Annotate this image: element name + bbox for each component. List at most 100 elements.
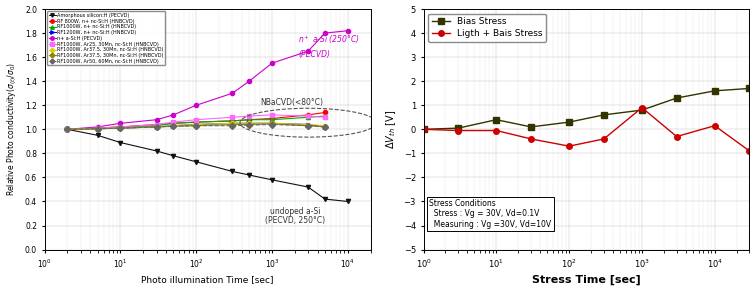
RF1000W, Ar50, 60Mn, nc-Si:H (HNBCVD) [320, 125, 329, 129]
RF 800W, n+ nc-Si:H (HNBCVD) [93, 126, 102, 130]
RF1200W, n+ nc-Si:H (HNBCVD) [320, 125, 329, 129]
RF1000W, Ar50, 60Mn, nc-Si:H (HNBCVD) [228, 124, 237, 127]
RF1000W, Ar25, 30Mn, nc-Si:H (HNBCVD) [192, 118, 201, 121]
Amorphous silicon:H (PECVD) [344, 200, 353, 203]
Text: Stress Conditions
  Stress : Vg = 30V, Vd=0.1V
  Measuring : Vg =30V, Vd=10V: Stress Conditions Stress : Vg = 30V, Vd=… [430, 199, 551, 229]
n+ a-Si:H (PECVD) [169, 113, 178, 117]
RF 800W, n+ nc-Si:H (HNBCVD) [152, 123, 161, 126]
Amorphous silicon:H (PECVD) [116, 141, 125, 144]
RF1000W, Ar37.5, 30Mn, nc-Si:H (HNBCVD) [320, 125, 329, 129]
RF1000W, n+ nc-Si:H (HNBCVD) [63, 127, 72, 131]
RF1000W, Ar37.5, 30Mn, nc-Si:H (HNBCVD) [192, 124, 201, 127]
RF1000W, Ar50, 60Mn, nc-Si:H (HNBCVD) [192, 124, 201, 127]
RF 800W, n+ nc-Si:H (HNBCVD) [228, 119, 237, 123]
RF1000W, Ar37.5, 30Mn, nc-Si:H (HNBCVD) [169, 124, 178, 127]
RF1000W, Ar37.5, 30Mn, nc-Si:H (HNBCVD) [63, 127, 72, 131]
Bias Stress [454, 126, 463, 130]
RF1000W, n+ nc-Si:H (HNBCVD) [169, 122, 178, 125]
Legend: Bias Stress, Ligth + Bais Stress: Bias Stress, Ligth + Bais Stress [428, 14, 546, 42]
RF1000W, n+ nc-Si:H (HNBCVD) [267, 118, 276, 121]
RF1000W, Ar37.5, 30Mn, nc-Si:H (HNBCVD) [228, 122, 237, 125]
RF1000W, n+ nc-Si:H (HNBCVD) [152, 124, 161, 127]
RF1200W, n+ nc-Si:H (HNBCVD) [169, 124, 178, 127]
RF1000W, n+ nc-Si:H (HNBCVD) [192, 120, 201, 124]
Amorphous silicon:H (PECVD) [152, 149, 161, 153]
RF1200W, n+ nc-Si:H (HNBCVD) [245, 122, 254, 125]
Line: RF1000W, Ar50, 60Mn, nc-Si:H (HNBCVD): RF1000W, Ar50, 60Mn, nc-Si:H (HNBCVD) [66, 123, 327, 132]
RF1000W, Ar50, 60Mn, nc-Si:H (HNBCVD) [93, 127, 102, 130]
Y-axis label: $\Delta V_{th}$ [V]: $\Delta V_{th}$ [V] [384, 110, 398, 149]
RF1000W, Ar37.5, 30Mn, nc-Si:H (HNBCVD) [116, 126, 125, 130]
RF1200W, n+ nc-Si:H (HNBCVD) [152, 125, 161, 129]
Line: Ligth + Bais Stress: Ligth + Bais Stress [421, 105, 752, 154]
RF1000W, n+ nc-Si:H (HNBCVD) [320, 114, 329, 118]
Amorphous silicon:H (PECVD) [169, 154, 178, 157]
RF1000W, n+ nc-Si:H (HNBCVD) [93, 126, 102, 130]
RF1000W, Ar37.5, 30Mn, nc-Si:H (HNBCVD) [192, 123, 201, 126]
RF1200W, n+ nc-Si:H (HNBCVD) [192, 123, 201, 126]
RF 800W, n+ nc-Si:H (HNBCVD) [116, 125, 125, 129]
Ligth + Bais Stress [492, 129, 501, 132]
Line: RF 800W, n+ nc-Si:H (HNBCVD): RF 800W, n+ nc-Si:H (HNBCVD) [66, 110, 327, 132]
Amorphous silicon:H (PECVD) [267, 178, 276, 182]
Ligth + Bais Stress [710, 124, 720, 127]
RF1000W, Ar25, 30Mn, nc-Si:H (HNBCVD) [116, 125, 125, 129]
Amorphous silicon:H (PECVD) [228, 170, 237, 173]
RF1000W, Ar25, 30Mn, nc-Si:H (HNBCVD) [320, 116, 329, 119]
RF 800W, n+ nc-Si:H (HNBCVD) [320, 111, 329, 114]
Text: undoped a-Si: undoped a-Si [270, 207, 320, 216]
Bias Stress [492, 118, 501, 121]
n+ a-Si:H (PECVD) [267, 61, 276, 65]
Ligth + Bais Stress [745, 149, 754, 153]
Amorphous silicon:H (PECVD) [63, 127, 72, 131]
Line: RF1000W, Ar25, 30Mn, nc-Si:H (HNBCVD): RF1000W, Ar25, 30Mn, nc-Si:H (HNBCVD) [66, 113, 327, 132]
RF1000W, Ar37.5, 30Mn, nc-Si:H (HNBCVD) [304, 123, 313, 126]
RF1000W, Ar25, 30Mn, nc-Si:H (HNBCVD) [267, 113, 276, 117]
RF1000W, Ar50, 60Mn, nc-Si:H (HNBCVD) [63, 127, 72, 131]
Ligth + Bais Stress [565, 144, 574, 148]
RF1000W, Ar37.5, 30Mn, nc-Si:H (HNBCVD) [93, 127, 102, 130]
RF1000W, n+ nc-Si:H (HNBCVD) [228, 119, 237, 123]
Line: RF1200W, n+ nc-Si:H (HNBCVD): RF1200W, n+ nc-Si:H (HNBCVD) [66, 121, 327, 132]
Line: n+ a-Si:H (PECVD): n+ a-Si:H (PECVD) [66, 29, 350, 132]
Line: Bias Stress: Bias Stress [421, 86, 752, 132]
RF1000W, Ar25, 30Mn, nc-Si:H (HNBCVD) [245, 114, 254, 118]
RF1000W, Ar25, 30Mn, nc-Si:H (HNBCVD) [63, 127, 72, 131]
RF1000W, Ar25, 30Mn, nc-Si:H (HNBCVD) [93, 126, 102, 130]
RF 800W, n+ nc-Si:H (HNBCVD) [267, 117, 276, 120]
Amorphous silicon:H (PECVD) [320, 197, 329, 201]
n+ a-Si:H (PECVD) [63, 127, 72, 131]
Line: RF1000W, Ar37.5, 30Mn, nc-Si:H (HNBCVD): RF1000W, Ar37.5, 30Mn, nc-Si:H (HNBCVD) [66, 121, 327, 132]
Bias Stress [599, 113, 609, 117]
RF1000W, Ar37.5, 30Mn, nc-Si:H (HNBCVD) [152, 125, 161, 129]
RF1000W, Ar25, 30Mn, nc-Si:H (HNBCVD) [304, 114, 313, 118]
RF1000W, Ar37.5, 30Mn, nc-Si:H (HNBCVD) [152, 125, 161, 129]
RF1000W, Ar37.5, 30Mn, nc-Si:H (HNBCVD) [245, 122, 254, 125]
RF1000W, Ar50, 60Mn, nc-Si:H (HNBCVD) [267, 123, 276, 126]
RF1200W, n+ nc-Si:H (HNBCVD) [267, 122, 276, 125]
Ligth + Bais Stress [526, 137, 535, 141]
RF1000W, Ar37.5, 30Mn, nc-Si:H (HNBCVD) [228, 123, 237, 126]
Line: RF1000W, Ar37.5, 30Mn, nc-Si:H (HNBCVD): RF1000W, Ar37.5, 30Mn, nc-Si:H (HNBCVD) [66, 122, 327, 132]
RF1000W, Ar50, 60Mn, nc-Si:H (HNBCVD) [169, 125, 178, 128]
Text: (PECVD): (PECVD) [298, 50, 330, 59]
RF1000W, Ar37.5, 30Mn, nc-Si:H (HNBCVD) [93, 127, 102, 130]
RF1000W, Ar37.5, 30Mn, nc-Si:H (HNBCVD) [267, 122, 276, 126]
X-axis label: Photo illumination Time [sec]: Photo illumination Time [sec] [141, 275, 274, 284]
RF1200W, n+ nc-Si:H (HNBCVD) [228, 122, 237, 125]
RF1000W, Ar37.5, 30Mn, nc-Si:H (HNBCVD) [267, 122, 276, 125]
RF1200W, n+ nc-Si:H (HNBCVD) [116, 126, 125, 130]
n+ a-Si:H (PECVD) [116, 122, 125, 125]
RF1000W, Ar37.5, 30Mn, nc-Si:H (HNBCVD) [245, 123, 254, 126]
Y-axis label: Relative Photo conductivity($\sigma_{(t)}/\sigma_0$): Relative Photo conductivity($\sigma_{(t)… [5, 62, 20, 196]
RF1000W, Ar25, 30Mn, nc-Si:H (HNBCVD) [169, 120, 178, 124]
Amorphous silicon:H (PECVD) [245, 173, 254, 177]
RF1000W, n+ nc-Si:H (HNBCVD) [116, 125, 125, 129]
Bias Stress [419, 127, 428, 131]
RF1000W, n+ nc-Si:H (HNBCVD) [304, 116, 313, 119]
RF1000W, Ar37.5, 30Mn, nc-Si:H (HNBCVD) [320, 124, 329, 127]
RF1200W, n+ nc-Si:H (HNBCVD) [93, 127, 102, 130]
Bias Stress [565, 120, 574, 124]
Ligth + Bais Stress [454, 129, 463, 132]
RF 800W, n+ nc-Si:H (HNBCVD) [304, 113, 313, 117]
